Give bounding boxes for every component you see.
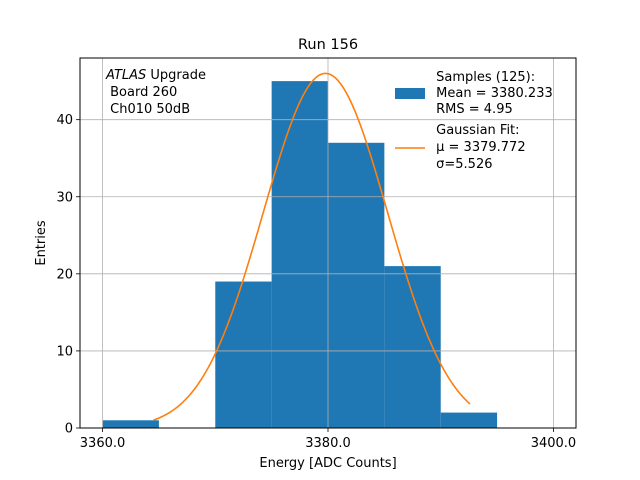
y-ticks: 0 10 20 30 40 bbox=[56, 113, 80, 437]
y-axis-label: Entries bbox=[34, 220, 49, 266]
legend-fit-mu: μ = 3379.772 bbox=[432, 140, 526, 155]
legend-samples-rms: RMS = 4.95 bbox=[432, 102, 513, 117]
y-tick-label: 20 bbox=[56, 267, 73, 282]
x-tick-label: 3380.0 bbox=[305, 436, 351, 451]
annotation-channel: Ch010 50dB bbox=[106, 102, 190, 117]
y-tick-label: 10 bbox=[56, 344, 73, 359]
histogram-bar bbox=[328, 142, 385, 428]
y-tick-label: 40 bbox=[56, 113, 73, 128]
histogram-bar bbox=[215, 281, 272, 428]
x-tick-label: 3400.0 bbox=[531, 436, 577, 451]
legend: Samples (125): Mean = 3380.233 RMS = 4.9… bbox=[395, 70, 553, 172]
gaussian-fit-curve bbox=[153, 72, 471, 421]
legend-samples-mean: Mean = 3380.233 bbox=[432, 86, 553, 101]
legend-samples-title: Samples (125): bbox=[432, 70, 535, 85]
histogram-bar bbox=[271, 81, 328, 428]
chart-title: Run 156 bbox=[298, 37, 358, 53]
svg-text:ATLAS Upgrade: ATLAS Upgrade bbox=[105, 68, 206, 83]
annotation-board: Board 260 bbox=[106, 85, 177, 100]
histogram-bar bbox=[102, 420, 159, 428]
fit-layer bbox=[153, 72, 471, 421]
legend-samples-swatch bbox=[395, 88, 425, 99]
x-axis-label: Energy [ADC Counts] bbox=[259, 456, 396, 471]
x-tick-label: 3360.0 bbox=[80, 436, 126, 451]
annotation-upgrade: Upgrade bbox=[146, 68, 206, 83]
legend-fit-title: Gaussian Fit: bbox=[432, 123, 520, 138]
y-tick-label: 30 bbox=[56, 190, 73, 205]
annotation-atlas: ATLAS bbox=[105, 68, 146, 83]
legend-fit-sigma: σ=5.526 bbox=[432, 157, 492, 172]
histogram-bar bbox=[440, 412, 498, 428]
x-ticks: 3360.0 3380.0 3400.0 bbox=[80, 428, 576, 451]
y-tick-label: 0 bbox=[65, 422, 73, 437]
atlas-annotation: ATLAS Upgrade Board 260 Ch010 50dB bbox=[105, 68, 206, 117]
